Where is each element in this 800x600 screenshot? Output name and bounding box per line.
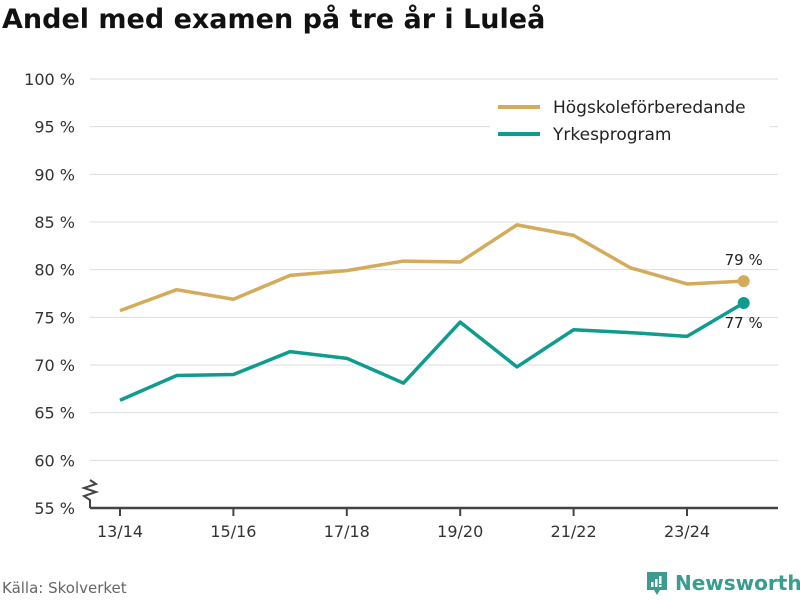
brand-name: Newsworthy (675, 571, 800, 595)
x-tick-label: 21/22 (551, 522, 597, 541)
legend-label: Högskoleförberedande (553, 98, 746, 118)
x-tick-label: 17/18 (324, 522, 370, 541)
source-note: Källa: Skolverket (2, 579, 127, 597)
newsworthy-logo: Newsworthy (645, 570, 800, 596)
chart-title: Andel med examen på tre år i Luleå (2, 4, 546, 35)
x-tick-label: 13/14 (97, 522, 143, 541)
y-tick-label: 70 % (34, 356, 75, 375)
y-tick-label: 90 % (34, 165, 75, 184)
data-label: 77 % (725, 314, 763, 332)
series-end-point (737, 297, 750, 310)
series-line-1 (119, 223, 744, 313)
legend-label: Yrkesprogram (552, 125, 672, 145)
axis-break-icon (80, 479, 100, 508)
line-chart: 55 % 60 % 65 % 70 % 75 % 80 % 85 % 90 % 95 % 100 … (24, 70, 778, 541)
x-tick-label: 23/24 (664, 522, 710, 541)
data-label: 79 % (725, 251, 763, 269)
x-tick-label: 15/16 (210, 522, 256, 541)
newsworthy-logo-icon (647, 572, 667, 595)
x-tick-label: 19/20 (437, 522, 483, 541)
y-tick-label: 60 % (34, 451, 75, 470)
y-tick-label: 95 % (34, 118, 75, 137)
y-tick-label: 65 % (34, 404, 75, 423)
y-tick-label: 100 % (24, 70, 75, 89)
y-tick-label: 85 % (34, 213, 75, 232)
series-line-2 (119, 301, 745, 402)
y-tick-label: 75 % (34, 308, 75, 327)
y-tick-label: 55 % (34, 499, 75, 518)
y-tick-label: 80 % (34, 261, 75, 280)
series-end-point (737, 275, 750, 288)
